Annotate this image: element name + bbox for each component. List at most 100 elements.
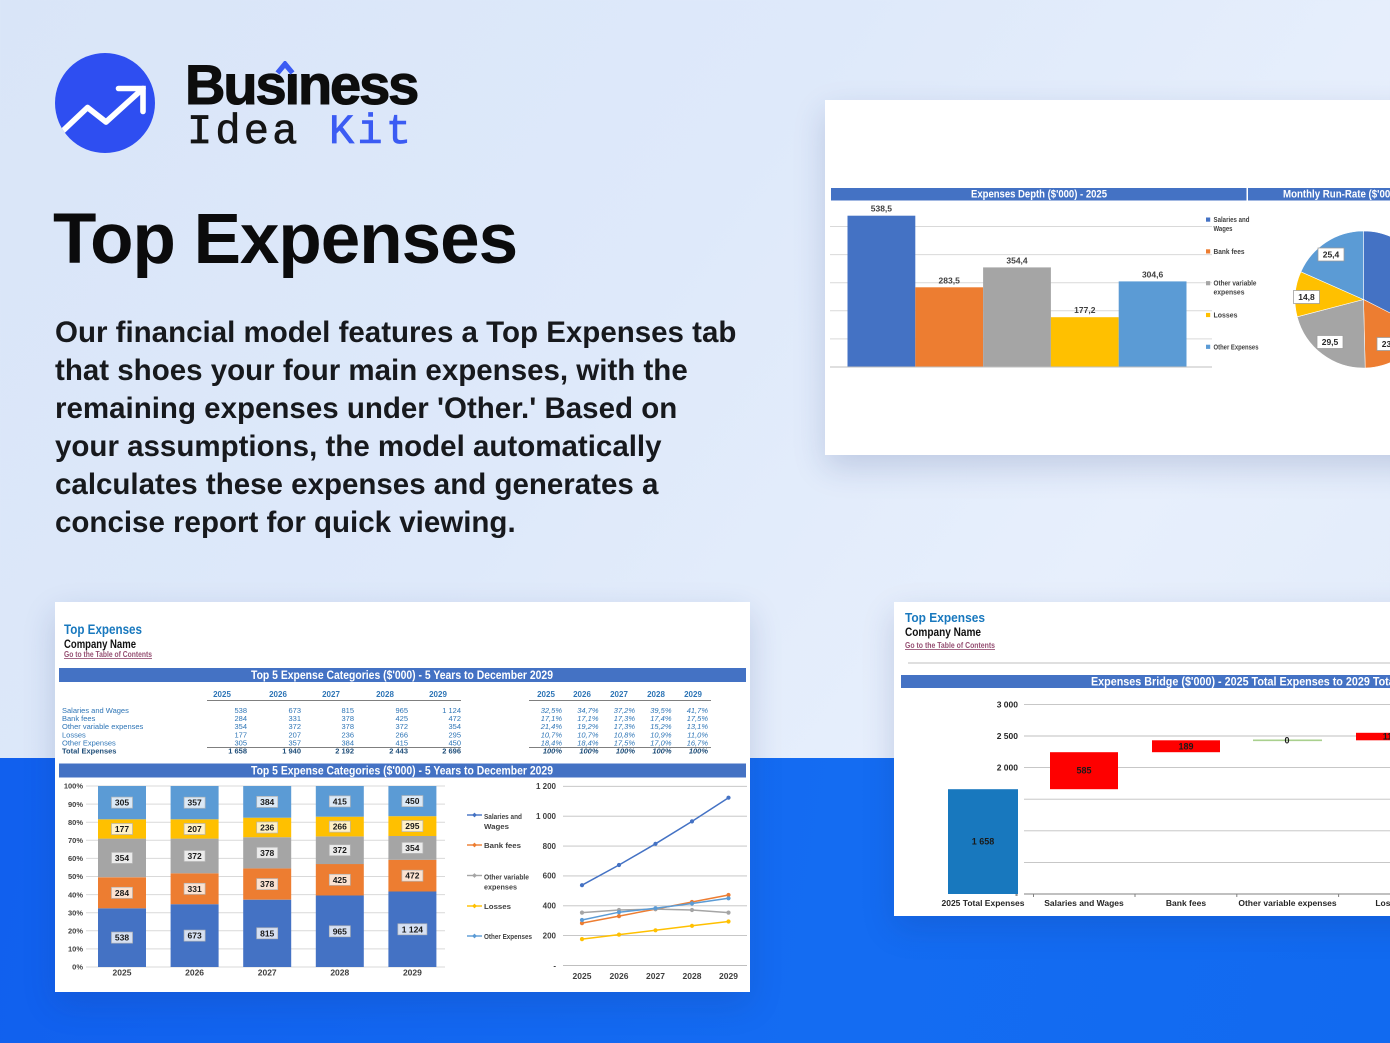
svg-text:Top 5 Expense Categories ($'00: Top 5 Expense Categories ($'000) - 5 Yea… [251, 766, 553, 778]
svg-text:Expenses Depth ($'000) - 2025: Expenses Depth ($'000) - 2025 [971, 189, 1107, 201]
svg-text:expenses: expenses [484, 883, 517, 892]
svg-text:Top Expenses: Top Expenses [905, 610, 985, 625]
svg-text:2029: 2029 [429, 690, 447, 699]
svg-text:600: 600 [543, 872, 557, 881]
svg-text:0%: 0% [72, 963, 83, 972]
svg-text:Go to the Table of Contents: Go to the Table of Contents [64, 649, 152, 659]
svg-text:70%: 70% [68, 836, 83, 845]
svg-text:815: 815 [260, 928, 274, 938]
svg-text:1 658: 1 658 [228, 747, 247, 756]
svg-text:1 124: 1 124 [442, 706, 461, 715]
svg-text:2026: 2026 [269, 690, 287, 699]
svg-text:200: 200 [543, 931, 557, 940]
svg-text:Salaries and Wages: Salaries and Wages [1044, 898, 1124, 908]
svg-text:10%: 10% [68, 945, 83, 954]
svg-text:815: 815 [341, 706, 354, 715]
svg-text:Other variable expenses: Other variable expenses [1238, 898, 1337, 908]
svg-text:538: 538 [115, 933, 129, 943]
svg-text:177,2: 177,2 [1074, 305, 1096, 315]
svg-text:100%: 100% [652, 747, 672, 756]
svg-text:2 500: 2 500 [997, 731, 1019, 741]
svg-text:Bank fees: Bank fees [1214, 247, 1245, 256]
svg-text:Salaries and Wages: Salaries and Wages [62, 706, 129, 715]
svg-text:673: 673 [188, 931, 202, 941]
svg-text:1 000: 1 000 [536, 812, 557, 821]
svg-text:0: 0 [1284, 736, 1289, 746]
svg-text:60%: 60% [68, 854, 83, 863]
svg-text:17,4%: 17,4% [650, 714, 672, 723]
svg-text:2028: 2028 [330, 968, 349, 978]
svg-text:415: 415 [333, 796, 347, 806]
svg-text:13,1%: 13,1% [687, 722, 709, 731]
svg-text:384: 384 [260, 797, 274, 807]
svg-text:100%: 100% [579, 747, 599, 756]
svg-text:2025: 2025 [537, 690, 555, 699]
svg-text:25,4: 25,4 [1323, 250, 1340, 260]
svg-text:2025 Total Expenses: 2025 Total Expenses [942, 898, 1025, 908]
svg-text:354: 354 [448, 722, 461, 731]
svg-text:2027: 2027 [646, 971, 665, 981]
svg-text:357: 357 [188, 798, 202, 808]
svg-text:538: 538 [234, 706, 247, 715]
svg-text:472: 472 [405, 871, 419, 881]
svg-text:425: 425 [333, 875, 347, 885]
svg-text:17,0%: 17,0% [650, 738, 672, 747]
svg-text:-: - [553, 961, 556, 970]
svg-text:2025: 2025 [573, 971, 592, 981]
svg-text:Losses: Losses [62, 730, 86, 739]
svg-text:10,8%: 10,8% [614, 730, 636, 739]
svg-text:Salaries and: Salaries and [484, 812, 522, 821]
svg-text:378: 378 [341, 722, 354, 731]
svg-text:2029: 2029 [719, 971, 738, 981]
svg-text:Expenses Bridge ($'000) - 2025: Expenses Bridge ($'000) - 2025 Total Exp… [1091, 677, 1390, 689]
svg-text:2029: 2029 [403, 968, 422, 978]
svg-text:10,7%: 10,7% [577, 730, 599, 739]
svg-text:965: 965 [395, 706, 408, 715]
svg-text:Losses: Losses [484, 902, 511, 911]
svg-text:378: 378 [260, 848, 274, 858]
svg-text:90%: 90% [68, 800, 83, 809]
svg-text:Wages: Wages [1214, 224, 1233, 233]
svg-text:2 443: 2 443 [389, 747, 408, 756]
svg-text:17,5%: 17,5% [687, 714, 709, 723]
svg-text:450: 450 [448, 738, 461, 747]
svg-text:189: 189 [1178, 741, 1193, 751]
svg-text:Other Expenses: Other Expenses [1214, 342, 1259, 351]
svg-text:2028: 2028 [683, 971, 702, 981]
svg-text:284: 284 [234, 714, 247, 723]
svg-text:1 124: 1 124 [402, 924, 424, 934]
svg-text:354: 354 [115, 853, 129, 863]
svg-text:Losses: Losses [1214, 311, 1238, 320]
svg-text:1 200: 1 200 [536, 782, 557, 791]
svg-text:Company Name: Company Name [905, 627, 981, 639]
svg-text:2026: 2026 [573, 690, 591, 699]
svg-text:425: 425 [395, 714, 408, 723]
svg-text:331: 331 [288, 714, 301, 723]
svg-text:2026: 2026 [185, 968, 204, 978]
svg-text:37,2%: 37,2% [614, 706, 636, 715]
svg-text:585: 585 [1076, 766, 1091, 776]
svg-text:100%: 100% [543, 747, 563, 756]
svg-text:10,9%: 10,9% [650, 730, 672, 739]
svg-text:17,5%: 17,5% [614, 738, 636, 747]
svg-text:Other variable: Other variable [484, 873, 529, 882]
svg-text:32,5%: 32,5% [541, 706, 563, 715]
svg-text:2028: 2028 [647, 690, 665, 699]
svg-text:400: 400 [543, 902, 557, 911]
svg-text:15,2%: 15,2% [650, 722, 672, 731]
svg-text:41,7%: 41,7% [687, 706, 709, 715]
svg-text:50%: 50% [68, 872, 83, 881]
svg-text:80%: 80% [68, 818, 83, 827]
svg-text:17,1%: 17,1% [541, 714, 563, 723]
svg-text:Bank fees: Bank fees [484, 841, 521, 850]
svg-text:3 000: 3 000 [997, 699, 1019, 709]
svg-text:118: 118 [1383, 732, 1390, 742]
svg-text:2025: 2025 [113, 968, 132, 978]
svg-text:357: 357 [288, 738, 301, 747]
svg-text:372: 372 [395, 722, 408, 731]
svg-text:Bank fees: Bank fees [1166, 898, 1206, 908]
svg-text:19,2%: 19,2% [577, 722, 599, 731]
svg-text:100%: 100% [689, 747, 709, 756]
svg-text:207: 207 [188, 824, 202, 834]
svg-text:295: 295 [405, 821, 419, 831]
